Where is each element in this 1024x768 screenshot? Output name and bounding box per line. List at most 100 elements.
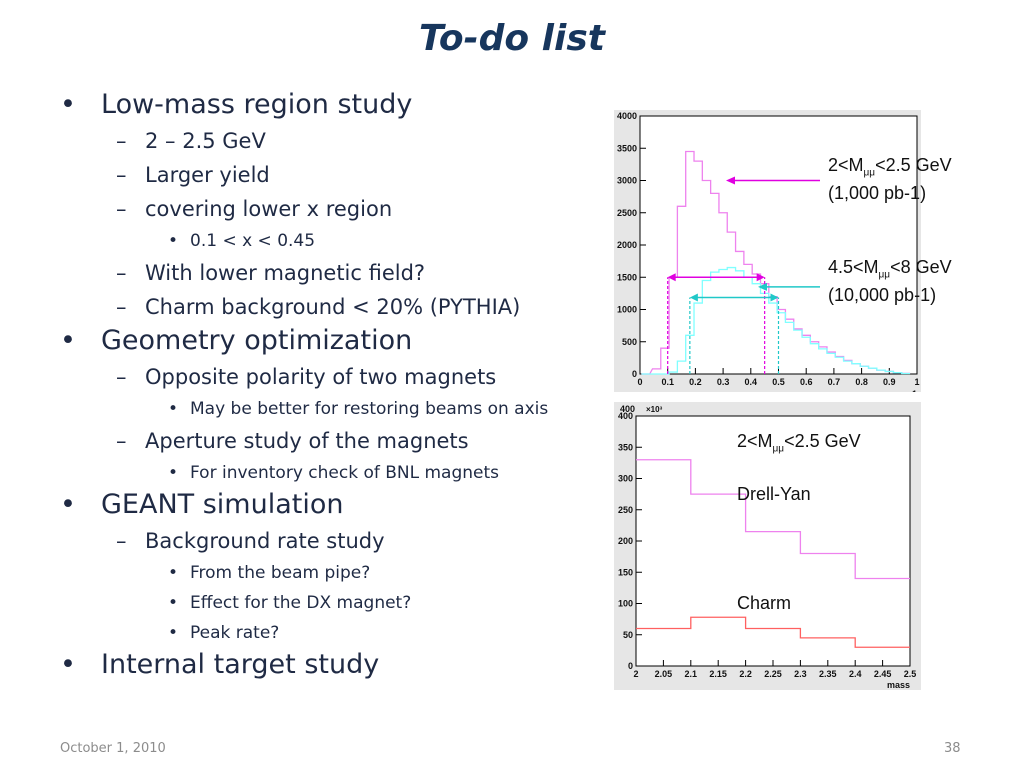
x-axis-title: mass (887, 680, 910, 690)
bullet-level1: • Low-mass region study (60, 88, 620, 122)
bullet-marker: – (116, 261, 127, 285)
y-axis-tick-label: 3500 (617, 143, 637, 153)
x-axis-tick-label: 0.5 (772, 377, 785, 387)
bullet-level2: – Background rate study (60, 524, 620, 558)
y-axis-tick-label: 350 (618, 442, 633, 452)
top-high-mass-sub: μμ (878, 269, 891, 281)
bottom-mass-text: 2<M (737, 431, 773, 451)
bullet-text: GEANT simulation (101, 489, 344, 520)
bullet-marker: • (168, 231, 179, 251)
bullet-marker: • (60, 89, 76, 120)
x-axis-tick-label: 2.3 (794, 669, 807, 679)
bullet-text: covering lower x region (145, 197, 393, 221)
bullet-level3: • 0.1 < x < 0.45 (60, 226, 620, 256)
bullet-marker: • (168, 463, 179, 483)
x1-histogram: 0 500 1000 1500 2000 2500 3000 3500 4000 0 0.1 0.2 0… (614, 110, 921, 392)
y-axis-tick-label: 150 (618, 567, 633, 577)
bottom-mass-sub: μμ (772, 443, 785, 455)
bullet-level1: • GEANT simulation (60, 488, 620, 522)
charm-label: Charm (737, 593, 792, 613)
x-axis-tick-label: 0.1 (661, 377, 674, 387)
x-axis-tick-label: 2.05 (655, 669, 673, 679)
bullet-level3: • May be better for restoring beams on ax… (60, 394, 620, 424)
y-axis-tick-label: 300 (618, 474, 633, 484)
y-axis-tick-label: 1500 (617, 272, 637, 282)
callout-arrow-head-low (726, 176, 735, 185)
x-axis-tick-label: 2.45 (874, 669, 892, 679)
x1-histogram-svg: 0 500 1000 1500 2000 2500 3000 3500 4000 0 0.1 0.2 0… (617, 111, 920, 392)
bullet-level2: – With lower magnetic field? (60, 256, 620, 290)
x-axis-tick-label: 2.1 (685, 669, 698, 679)
y-axis-tick-label: 100 (618, 599, 633, 609)
bullet-text: 2 – 2.5 GeV (145, 129, 266, 153)
bullet-level3: • Peak rate? (60, 618, 620, 648)
bullet-text: For inventory check of BNL magnets (190, 463, 500, 483)
bullet-level1: • Internal target study (60, 648, 620, 682)
drell-yan-label: Drell-Yan (737, 484, 811, 504)
top-high-mass-text: 4.5<M (828, 257, 879, 277)
histogram-series-1 (636, 459, 910, 580)
x-axis-tick-label: 2.2 (739, 669, 752, 679)
bullet-level2: – covering lower x region (60, 192, 620, 226)
footer-date: October 1, 2010 (60, 741, 166, 756)
x-axis-tick-label: 2.4 (849, 669, 862, 679)
callout-arrow-head-high (758, 282, 767, 291)
bullet-level2: – Larger yield (60, 158, 620, 192)
mass-histogram-svg: 0 50 100 150 200 250 300 350 400 2 2.05 2.1 2.15 2.2 2… (618, 404, 916, 690)
bullet-level1: • Geometry optimization (60, 324, 620, 358)
bullet-level2: – Charm background < 20% (PYTHIA) (60, 290, 620, 324)
bullet-marker: • (60, 489, 76, 520)
mass-histogram: 0 50 100 150 200 250 300 350 400 2 2.05 2.1 2.15 2.2 2… (614, 402, 921, 690)
bullet-marker: – (116, 295, 127, 319)
y-axis-tick-label: 0 (632, 369, 637, 379)
bullet-marker: – (116, 365, 127, 389)
top-high-lumi-label: (10,000 pb-1) (828, 285, 937, 305)
top-high-mass-rest: <8 GeV (890, 257, 952, 277)
y-axis-tick-label: 2000 (617, 240, 637, 250)
bullet-text: Opposite polarity of two magnets (145, 365, 497, 389)
slide-title: To-do list (419, 18, 605, 59)
top-low-lumi-label: (1,000 pb-1) (828, 183, 927, 203)
bottom-mass-label: 2<Mμμ<2.5 GeV (737, 430, 861, 461)
bullet-level3: • From the beam pipe? (60, 558, 620, 588)
bullet-level2: – Opposite polarity of two magnets (60, 360, 620, 394)
range-arrow-head-right (770, 293, 779, 302)
bullet-level2: –2 – 2.5 GeV (60, 124, 620, 158)
bullet-list: • Low-mass region study –2 – 2.5 GeV – Large… (60, 88, 620, 684)
bullet-marker: • (168, 563, 179, 583)
top-high-mass-label: 4.5<Mμμ<8 GeV (828, 256, 952, 287)
y-axis-tick-label: 250 (618, 505, 633, 515)
bullet-text: With lower magnetic field? (145, 261, 426, 285)
x-axis-tick-label: 0.2 (689, 377, 702, 387)
histogram-series-2 (636, 616, 910, 648)
x-axis-tick-label: 0.3 (717, 377, 730, 387)
bullet-text: From the beam pipe? (190, 563, 371, 583)
bottom-mass-rest: <2.5 GeV (784, 431, 861, 451)
bullet-marker: • (168, 623, 179, 643)
plot-area (635, 415, 911, 667)
x-axis-tick-label: 1 (914, 377, 919, 387)
x-axis-tick-label: 0.9 (883, 377, 896, 387)
bullet-text: Low-mass region study (101, 89, 413, 120)
x-axis-tick-label: 2.15 (709, 669, 727, 679)
range-arrow-head-left (689, 293, 698, 302)
bullet-text: Background rate study (145, 529, 385, 553)
y-axis-tick-label: 200 (618, 536, 633, 546)
x-axis-tick-label: 0.7 (828, 377, 841, 387)
bullet-marker: • (60, 649, 76, 680)
top-low-mass-label: 2<Mμμ<2.5 GeV (828, 154, 952, 185)
bullet-text: Charm background < 20% (PYTHIA) (145, 295, 521, 319)
bullet-marker: • (168, 593, 179, 613)
x-axis-tick-label: 0.6 (800, 377, 813, 387)
x-axis-tick-label: 2.25 (764, 669, 782, 679)
x-axis-title: x1 (907, 389, 917, 392)
bullet-text: 0.1 < x < 0.45 (190, 231, 316, 251)
y-axis-tick-label: 1000 (617, 305, 637, 315)
y-axis-top-label: 400 (620, 404, 635, 414)
page-number: 38 (944, 741, 961, 756)
bullet-level3: • For inventory check of BNL magnets (60, 458, 620, 488)
bullet-marker: • (60, 325, 76, 356)
bullet-text: Larger yield (145, 163, 270, 187)
y-axis-multiplier: ×10³ (646, 405, 663, 414)
bullet-text: Peak rate? (190, 623, 280, 643)
